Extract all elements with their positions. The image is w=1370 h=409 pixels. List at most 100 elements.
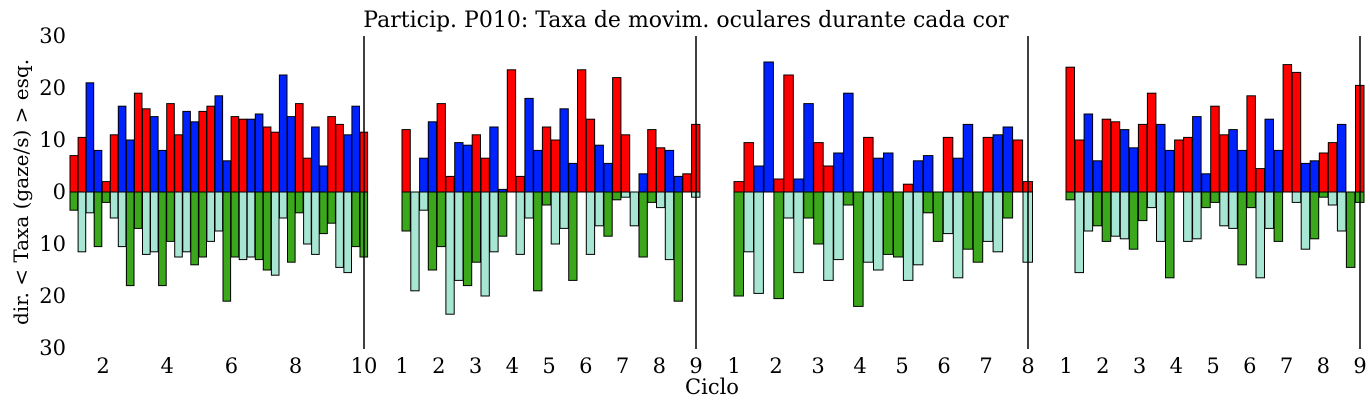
bar-down: [863, 191, 874, 263]
bar-down: [1137, 191, 1148, 222]
bar-down: [401, 191, 411, 232]
bar-down: [174, 191, 183, 258]
bar-down: [647, 191, 657, 203]
y-tick-label: 20: [39, 76, 66, 100]
bar-up: [480, 157, 490, 193]
bar-down: [190, 191, 199, 266]
bar-up: [1165, 149, 1175, 193]
bar-down: [942, 191, 954, 235]
bar-down: [295, 191, 304, 214]
bar-up: [489, 126, 499, 193]
bar-up: [533, 149, 543, 193]
bar-down: [823, 191, 834, 281]
bar-down: [1110, 191, 1121, 237]
bar-up: [559, 108, 569, 193]
bar-down: [445, 191, 455, 315]
bar-down: [262, 191, 272, 271]
bar-down: [902, 191, 914, 281]
bar-down: [1128, 191, 1139, 250]
bar-up: [254, 113, 264, 193]
bar-up: [246, 118, 256, 193]
x-tick-label: 4: [853, 354, 866, 378]
bar-up: [585, 118, 596, 193]
bar-down: [559, 191, 569, 229]
bar-down: [471, 191, 482, 263]
bar-up: [1255, 168, 1265, 193]
bar-up: [198, 110, 207, 193]
bar-down: [419, 191, 429, 211]
bar-up: [471, 134, 482, 193]
x-tick-label: 7: [1280, 354, 1293, 378]
bar-up: [982, 136, 994, 193]
bar-up: [69, 155, 79, 193]
bar-up: [541, 126, 552, 193]
bar-down: [1165, 191, 1175, 279]
bar-up: [278, 74, 288, 193]
bar-up: [327, 116, 336, 193]
bar-down: [932, 191, 944, 242]
bar-up: [1336, 123, 1347, 193]
bar-up: [311, 126, 320, 193]
bar-down: [585, 191, 596, 255]
bar-up: [1065, 66, 1075, 193]
bar-down: [319, 191, 328, 235]
x-tick-label: 8: [1317, 354, 1330, 378]
bar-down: [85, 191, 95, 214]
bar-up: [1101, 118, 1112, 193]
bar-down: [533, 191, 543, 292]
bar-down: [198, 191, 207, 258]
x-tick-label: 1: [395, 354, 408, 378]
bar-up: [773, 178, 784, 193]
x-tick-label: 8: [1021, 354, 1034, 378]
bar-down: [1192, 191, 1202, 240]
bar-up: [515, 175, 525, 193]
bar-up: [190, 121, 199, 193]
bar-down: [125, 191, 135, 287]
bar-up: [287, 116, 296, 193]
bar-up: [1183, 136, 1193, 193]
bar-down: [1183, 191, 1193, 242]
bar-up: [612, 77, 622, 193]
bar-down: [833, 191, 844, 261]
x-tick-label: 3: [1133, 354, 1146, 378]
bar-up: [1002, 126, 1014, 193]
x-tick-label: 5: [1206, 354, 1219, 378]
bar-down: [93, 191, 103, 248]
bar-down: [952, 191, 964, 279]
x-tick-label: 6: [1243, 354, 1256, 378]
bar-up: [238, 118, 248, 193]
bar-down: [568, 191, 578, 281]
bar-up: [427, 121, 438, 193]
bar-up: [351, 105, 360, 193]
bar-up: [1327, 142, 1338, 193]
bar-up: [1237, 149, 1247, 193]
x-tick-label: 5: [542, 354, 555, 378]
bar-down: [1146, 191, 1157, 209]
x-axis-label: Ciclo: [685, 375, 739, 399]
bar-up: [109, 134, 119, 193]
bar-down: [982, 191, 994, 242]
bar-down: [206, 191, 215, 242]
bar-up: [174, 134, 183, 193]
bar-up: [550, 139, 561, 193]
bar-up: [883, 152, 894, 193]
bar-down: [454, 191, 464, 281]
bar-up: [270, 131, 280, 193]
bar-up: [1083, 113, 1094, 193]
bar-up: [401, 129, 411, 193]
bar-up: [647, 129, 657, 193]
bar-down: [912, 191, 924, 266]
bar-down: [278, 191, 288, 219]
bar-down: [638, 191, 648, 258]
bar-up: [793, 178, 804, 193]
y-axis-ticks: 30 20 10 0 10 20 30: [39, 24, 66, 360]
bar-down: [656, 191, 666, 209]
bar-up: [922, 155, 934, 193]
x-tick-label: 6: [937, 354, 950, 378]
bar-down: [1336, 191, 1347, 232]
bar-down: [1327, 191, 1338, 206]
bar-up: [343, 134, 352, 193]
bar-up: [733, 181, 744, 193]
bar-up: [1074, 139, 1084, 193]
